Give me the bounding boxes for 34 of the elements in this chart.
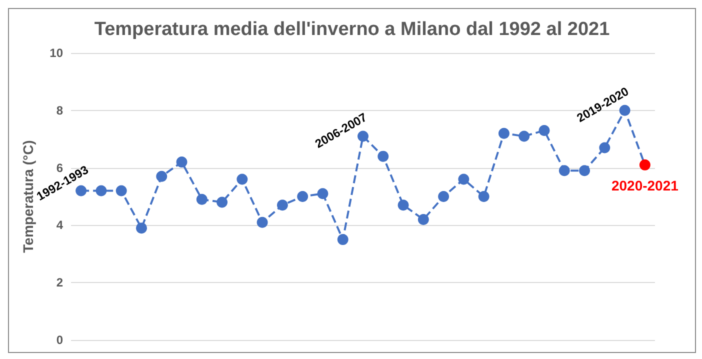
- point: [156, 170, 168, 182]
- chart-title: Temperatura media dell'inverno a Milano dal 1992 al 2021: [94, 19, 610, 40]
- y-tick-label: 4: [56, 218, 64, 232]
- point: [96, 185, 107, 196]
- point: [297, 191, 308, 202]
- point: [639, 159, 650, 170]
- point: [256, 216, 268, 228]
- point: [498, 128, 510, 139]
- point: [317, 188, 328, 200]
- point: [579, 165, 590, 176]
- point: [337, 234, 348, 246]
- point: [196, 194, 208, 205]
- point: [136, 222, 147, 234]
- data-label: 2020-2021: [611, 177, 679, 194]
- point: [478, 191, 490, 202]
- point: [418, 214, 429, 225]
- point: [216, 196, 228, 208]
- point: [398, 200, 409, 211]
- point: [599, 142, 610, 154]
- y-axis-title: Temperatura (°C): [20, 140, 36, 253]
- y-tick-label: 10: [50, 46, 64, 60]
- point: [558, 165, 570, 176]
- point: [236, 174, 248, 185]
- y-tick-label: 2: [56, 276, 64, 290]
- point: [176, 156, 188, 168]
- point: [116, 185, 127, 196]
- y-tick-label: 0: [56, 333, 64, 347]
- point: [538, 124, 550, 136]
- point: [518, 130, 530, 142]
- y-tick-label: 8: [56, 103, 64, 118]
- point: [378, 150, 389, 162]
- point: [438, 191, 450, 202]
- point: [276, 200, 288, 211]
- point: [458, 174, 470, 185]
